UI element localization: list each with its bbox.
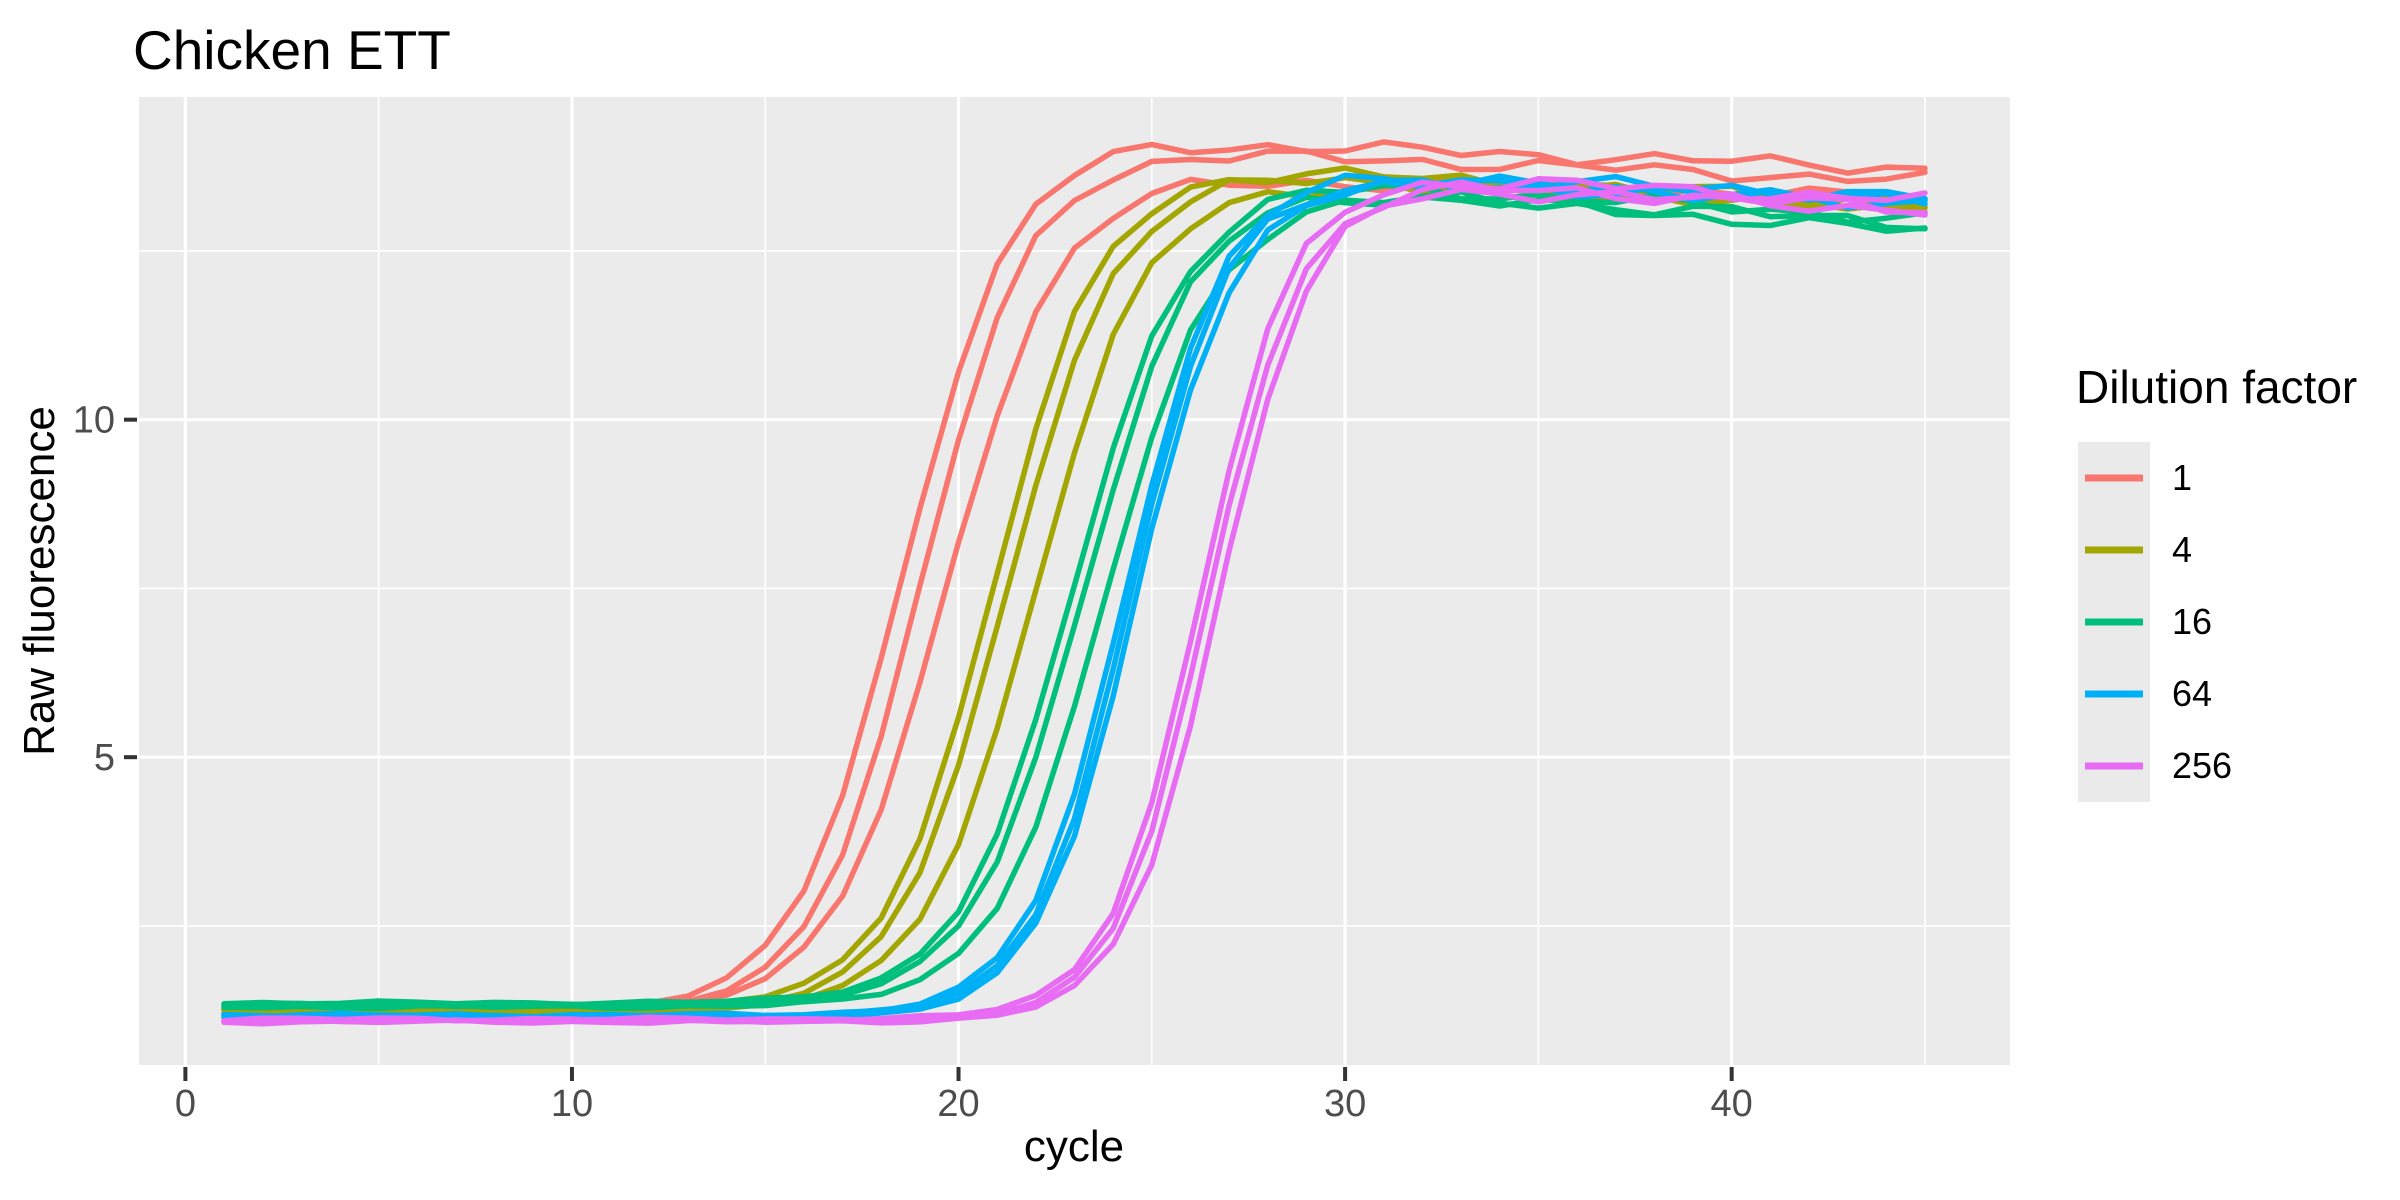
x-tick-label: 30 [1324,1083,1366,1125]
legend-entry-dilution-4: 4 [2078,514,2398,586]
chart-title: Chicken ETT [133,19,451,81]
legend-key-swatch [2078,586,2150,658]
legend-key-line-icon [2085,762,2143,770]
legend-key-swatch [2078,730,2150,802]
legend-key-line-icon [2085,474,2143,482]
legend-key-label: 1 [2172,457,2193,498]
legend-entry-dilution-16: 16 [2078,586,2398,658]
x-tick-label: 0 [175,1083,196,1125]
legend-key-line-icon [2085,618,2143,626]
legend-key-swatch [2078,658,2150,730]
legend-key-label: 16 [2172,601,2213,642]
y-tick-label: 5 [94,737,115,779]
legend-key-label: 64 [2172,673,2213,714]
legend-entry-dilution-256: 256 [2078,730,2398,802]
legend-key-line-icon [2085,690,2143,698]
curve-dilution-16-rep-3 [221,189,1928,1012]
x-axis-title: cycle [1023,1122,1125,1171]
x-tick-label: 40 [1711,1083,1753,1125]
legend-key-swatch [2078,514,2150,586]
legend-entry-dilution-1: 1 [2078,442,2398,514]
legend: Dilution factor 1 4 16 64 256 [2076,360,2398,802]
curve-dilution-256-rep-3 [221,186,1928,1027]
legend-key-swatch [2078,442,2150,514]
legend-entry-dilution-64: 64 [2078,658,2398,730]
legend-key-line-icon [2085,546,2143,554]
y-axis-title: Raw fluorescence [15,406,64,756]
legend-key-label: 4 [2172,529,2193,570]
legend-key-label: 256 [2172,745,2233,786]
y-tick-label: 10 [73,400,115,442]
x-tick-label: 10 [551,1083,593,1125]
x-tick-label: 20 [937,1083,979,1125]
legend-title: Dilution factor [2076,361,2358,413]
legend-keys: 1 4 16 64 256 [2078,442,2398,802]
